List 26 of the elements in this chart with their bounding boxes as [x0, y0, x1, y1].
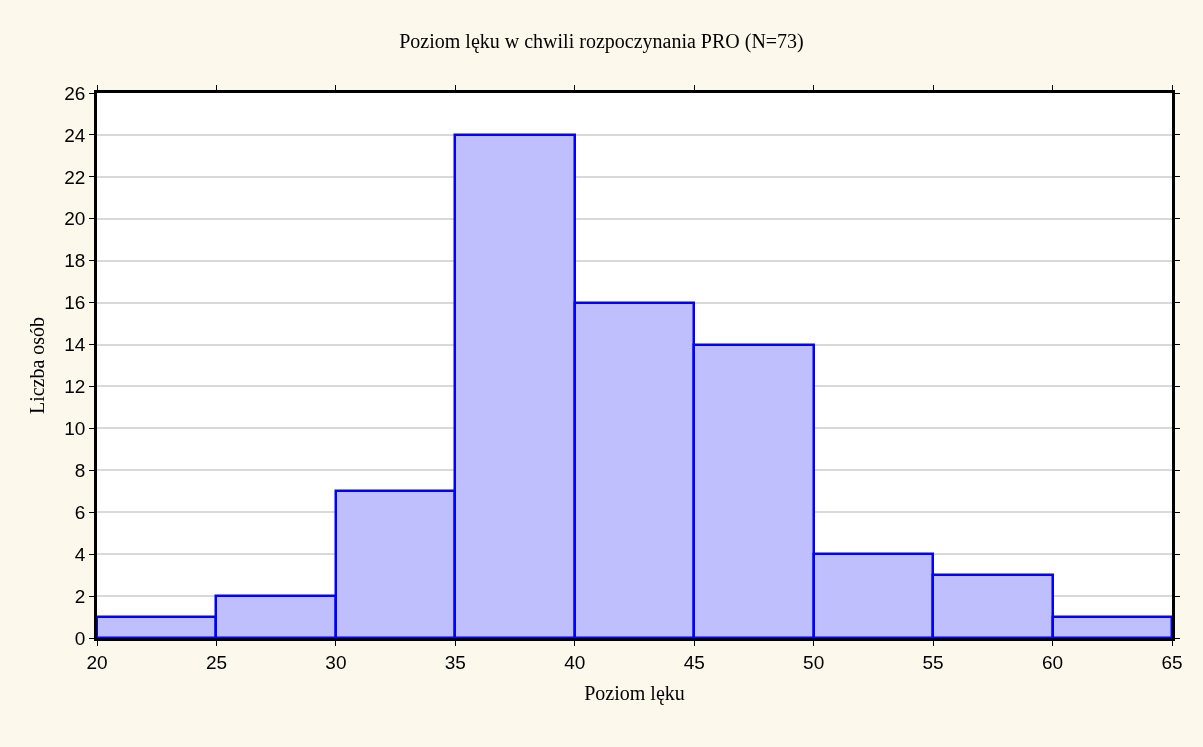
y-tick-label: 14: [64, 334, 86, 356]
x-tick-label: 45: [683, 651, 705, 673]
y-tick-label: 6: [74, 501, 86, 523]
x-tick-label: 55: [922, 651, 944, 673]
x-tick-label: 60: [1041, 651, 1064, 673]
x-tick-label: 35: [444, 651, 466, 673]
x-tick-label: 25: [205, 651, 228, 673]
y-tick-label: 2: [74, 585, 86, 607]
y-tick-label: 12: [64, 376, 86, 398]
x-tick-label: 40: [564, 651, 586, 673]
y-tick-label: 18: [64, 250, 86, 272]
y-tick-label: 10: [64, 418, 86, 440]
y-tick-label: 26: [64, 82, 86, 104]
x-tick-label: 50: [803, 651, 825, 673]
y-tick-label: 22: [64, 166, 86, 188]
chart-title: Poziom lęku w chwili rozpoczynania PRO (N=73): [399, 29, 804, 53]
x-axis-title: Poziom lęku: [584, 682, 685, 706]
y-tick-label: 0: [74, 627, 86, 649]
y-tick-label: 4: [74, 543, 86, 565]
x-tick-label: 30: [325, 651, 347, 673]
x-tick-label: 65: [1161, 651, 1183, 673]
y-tick-label: 20: [64, 208, 86, 230]
y-tick-label: 24: [64, 124, 86, 146]
y-axis-title: Liczba osób: [25, 316, 48, 415]
y-tick-label: 8: [74, 459, 86, 481]
y-tick-label: 16: [64, 292, 86, 314]
